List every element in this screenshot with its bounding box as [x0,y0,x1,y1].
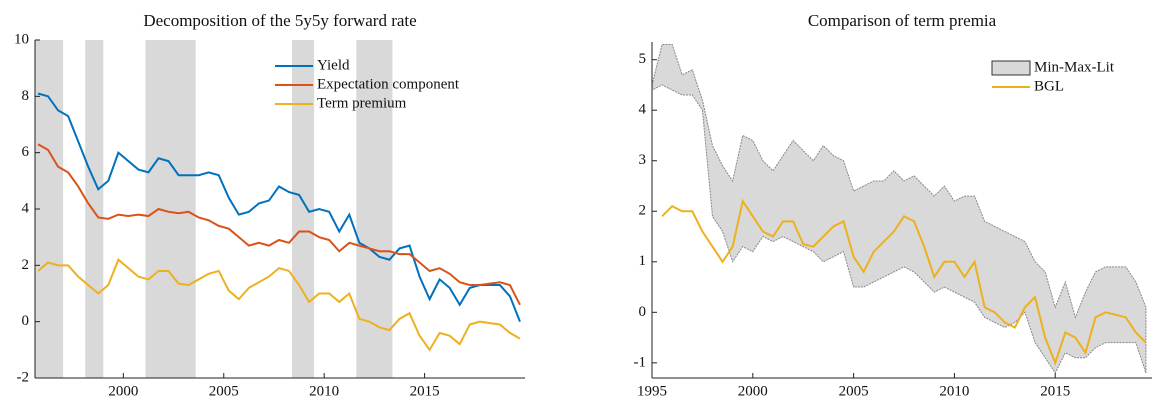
series-line [37,258,521,352]
x-tick-label: 2000 [738,383,768,399]
plot-area [35,40,521,378]
y-tick-label: 3 [639,152,647,168]
x-tick-label: 2010 [939,383,969,399]
x-tick-label: 2000 [108,383,138,399]
y-tick-label: 2 [22,257,30,273]
legend-swatch [991,60,1031,76]
series-line [37,143,521,306]
y-tick-label: 1 [639,253,647,269]
x-tick-label: 2005 [839,383,869,399]
y-tick-label: 4 [639,102,647,118]
series-line [37,92,521,323]
y-tick-label: -1 [634,354,647,370]
y-tick-label: 8 [22,88,30,104]
chart-title: Decomposition of the 5y5y forward rate [143,11,416,30]
x-tick-label: 2015 [410,383,440,399]
y-tick-label: 2 [639,203,647,219]
x-tick-label: 1995 [637,383,667,399]
y-tick-label: 0 [639,304,647,320]
y-tick-label: 5 [639,51,647,67]
shaded-region [145,40,196,378]
shaded-region [356,40,393,378]
plot-area [652,44,1147,374]
legend-label: Term premium [317,95,407,111]
y-tick-label: -2 [17,369,30,385]
legend-label: Yield [317,57,350,73]
x-tick-label: 2015 [1040,383,1070,399]
shaded-region [292,40,315,378]
series-line [661,198,1147,366]
band [652,44,1147,374]
legend-label: BGL [1034,78,1064,94]
legend-label: Expectation component [317,76,460,92]
legend-label: Min-Max-Lit [1034,59,1115,75]
chart-title: Comparison of term premia [808,11,997,30]
y-tick-label: 10 [14,31,29,47]
y-tick-label: 6 [22,144,30,160]
y-tick-label: 0 [22,313,30,329]
x-tick-label: 2005 [209,383,239,399]
y-tick-label: 4 [22,200,30,216]
x-tick-label: 2010 [309,383,339,399]
shaded-region [85,40,104,378]
